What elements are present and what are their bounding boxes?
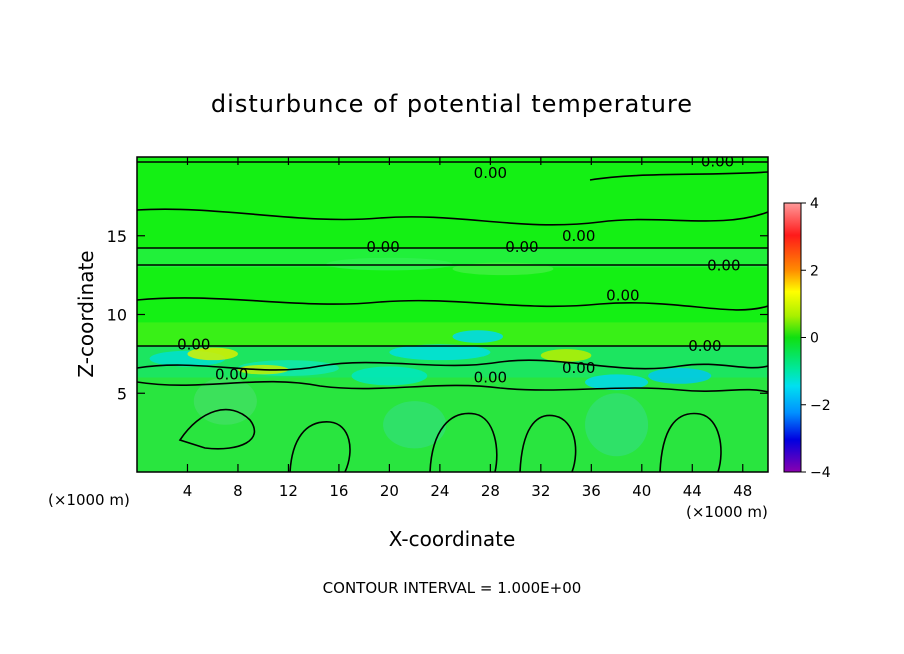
x-unit-right: (×1000 m) xyxy=(686,503,768,521)
colorbar-tick-label: −4 xyxy=(810,465,831,481)
contour-lines xyxy=(137,161,768,472)
anomaly-patch xyxy=(383,401,447,449)
contour-line xyxy=(289,421,351,472)
anomaly-patch xyxy=(540,349,592,362)
x-tick-label: 4 xyxy=(183,482,193,500)
contour-line xyxy=(137,359,768,371)
chart-title: disturbunce of potential temperature xyxy=(211,90,693,118)
heatmap-field: 0.00 0.00 0.00 0.00 0.00 0.00 0.00 0.00 0.00 0.00… xyxy=(137,153,768,472)
y-axis-ticks: 5 10 15 xyxy=(107,227,768,403)
x-tick-label: 44 xyxy=(683,482,702,500)
contour-line xyxy=(429,412,498,472)
contour-line xyxy=(137,208,768,226)
x-tick-label: 32 xyxy=(531,482,550,500)
x-tick-label: 28 xyxy=(481,482,500,500)
x-tick-label: 8 xyxy=(233,482,243,500)
contour-label: 0.00 xyxy=(688,337,721,355)
x-axis-label: X-coordinate xyxy=(389,527,516,551)
contour-line xyxy=(137,380,768,393)
anomaly-patch xyxy=(326,257,453,271)
y-tick-label: 15 xyxy=(107,227,127,246)
colorbar xyxy=(783,202,802,473)
x-tick-label: 16 xyxy=(329,482,348,500)
contour-line xyxy=(137,297,768,311)
contour-label: 0.00 xyxy=(177,335,210,353)
contour-label: 0.00 xyxy=(505,238,538,256)
field-band xyxy=(137,248,768,268)
x-tick-label: 36 xyxy=(582,482,601,500)
field-band xyxy=(137,322,768,346)
contour-line xyxy=(519,414,577,472)
contour-line xyxy=(178,408,256,450)
colorbar-ticks: 4 2 0 −2 −4 xyxy=(801,196,831,481)
anomaly-patch xyxy=(351,366,428,386)
colorbar-tick-label: −2 xyxy=(810,398,831,414)
colorbar-tick-label: 0 xyxy=(810,331,819,347)
x-unit-left: (×1000 m) xyxy=(48,491,130,509)
contour-label: 0.00 xyxy=(474,164,507,182)
x-axis-ticks: 4 8 12 16 20 24 28 32 36 40 44 48 xyxy=(183,157,752,500)
colorbar-tick-label: 4 xyxy=(810,196,819,212)
x-tick-label: 12 xyxy=(279,482,298,500)
contour-label: 0.00 xyxy=(606,287,639,305)
anomaly-patch xyxy=(452,330,503,343)
contour-line xyxy=(659,412,722,472)
y-tick-label: 10 xyxy=(107,306,127,325)
anomaly-patch xyxy=(187,347,238,361)
contour-label: 0.00 xyxy=(562,359,595,377)
anomaly-patch xyxy=(585,393,649,457)
x-tick-label: 40 xyxy=(632,482,651,500)
contour-label: 0.00 xyxy=(474,369,507,387)
contour-labels: 0.00 0.00 0.00 0.00 0.00 0.00 0.00 0.00 0.00 0.00… xyxy=(177,153,740,387)
contour-label: 0.00 xyxy=(215,365,248,383)
colorbar-tick-label: 2 xyxy=(810,263,819,279)
x-tick-label: 20 xyxy=(380,482,399,500)
contour-label: 0.00 xyxy=(366,238,399,256)
anomaly-patch xyxy=(648,368,712,384)
contour-interval-note: CONTOUR INTERVAL = 1.000E+00 xyxy=(323,579,582,597)
contour-line xyxy=(589,171,768,181)
x-tick-label: 48 xyxy=(733,482,752,500)
anomaly-patch xyxy=(585,374,649,391)
x-tick-label: 24 xyxy=(430,482,449,500)
contour-label: 0.00 xyxy=(701,153,734,171)
contour-label: 0.00 xyxy=(707,257,740,275)
y-axis-label: Z-coordinate xyxy=(74,250,98,377)
y-tick-label: 5 xyxy=(117,384,127,403)
contour-label: 0.00 xyxy=(562,227,595,245)
anomaly-patch xyxy=(389,344,491,361)
